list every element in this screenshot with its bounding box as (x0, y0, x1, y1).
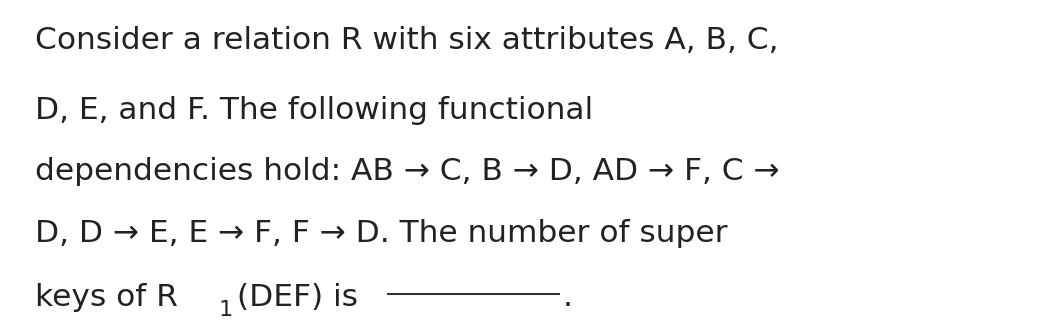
Text: .: . (563, 283, 572, 312)
Text: Consider a relation R with six attributes A, B, C,: Consider a relation R with six attribute… (36, 26, 779, 55)
Text: 1: 1 (218, 300, 233, 320)
Text: dependencies hold: AB → C, B → D, AD → F, C →: dependencies hold: AB → C, B → D, AD → F… (36, 157, 780, 186)
Text: (DEF) is: (DEF) is (237, 283, 357, 312)
Text: D, D → E, E → F, F → D. The number of super: D, D → E, E → F, F → D. The number of su… (36, 219, 728, 248)
Text: D, E, and F. The following functional: D, E, and F. The following functional (36, 96, 593, 125)
Text: keys of R: keys of R (36, 283, 178, 312)
